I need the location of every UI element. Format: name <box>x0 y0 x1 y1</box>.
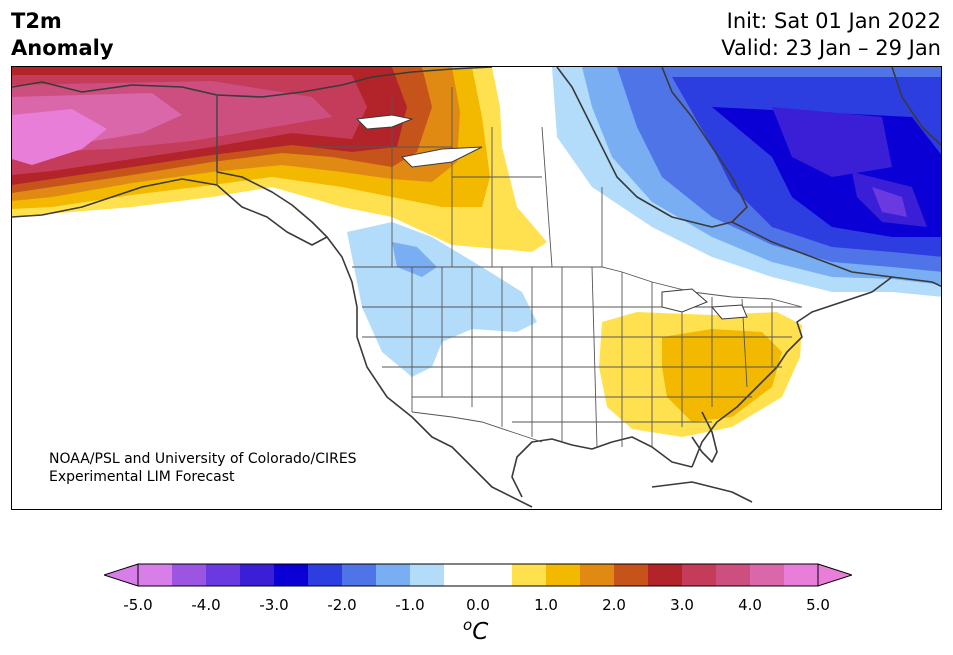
colorbar-cell <box>240 564 275 586</box>
colorbar-tick-label: 0.0 <box>466 596 490 614</box>
colorbar-cell <box>512 564 547 586</box>
credit-line-1: NOAA/PSL and University of Colorado/CIRE… <box>49 451 357 467</box>
colorbar-cell <box>444 564 479 586</box>
colorbar-tick-label: -2.0 <box>327 596 357 614</box>
anomaly-map-svg <box>12 67 941 508</box>
colorbar-tick-label: -3.0 <box>259 596 289 614</box>
colorbar-cell <box>580 564 615 586</box>
colorbar-cell <box>206 564 241 586</box>
forecast-dates: Init: Sat 01 Jan 2022 Valid: 23 Jan – 29… <box>721 8 941 62</box>
colorbar-cells <box>138 564 819 586</box>
colorbar-cell <box>546 564 581 586</box>
cold-anomaly-northeast <box>552 67 941 297</box>
colorbar-unit: oC <box>463 616 488 645</box>
colorbar-cell <box>342 564 377 586</box>
title-line-2: Anomaly <box>11 36 114 60</box>
colorbar-right-extend <box>817 563 852 587</box>
colorbar-cell <box>784 564 819 586</box>
colorbar-cell <box>172 564 207 586</box>
init-date: Init: Sat 01 Jan 2022 <box>726 9 941 33</box>
colorbar-tick-label: -5.0 <box>123 596 153 614</box>
colorbar-cell <box>410 564 445 586</box>
title-line-1: T2m <box>11 9 62 33</box>
colorbar <box>104 563 852 587</box>
unit-degree: o <box>463 616 473 634</box>
political-borders <box>216 87 803 448</box>
colorbar-cell <box>478 564 513 586</box>
colorbar-tick-label: -4.0 <box>191 596 221 614</box>
colorbar-cell <box>138 564 173 586</box>
warm-anomaly-northwest <box>12 67 547 252</box>
credit-text: NOAA/PSL and University of Colorado/CIRE… <box>49 450 357 486</box>
colorbar-cell <box>614 564 649 586</box>
colorbar-tick-label: 3.0 <box>670 596 694 614</box>
colorbar-tick-label: 5.0 <box>806 596 830 614</box>
colorbar-cell <box>274 564 309 586</box>
colorbar-tick-label: 4.0 <box>738 596 762 614</box>
colorbar-cell <box>750 564 785 586</box>
colorbar-tick-label: -1.0 <box>395 596 425 614</box>
map-title: T2m Anomaly <box>11 8 114 62</box>
colorbar-outline <box>137 563 819 587</box>
credit-line-2: Experimental LIM Forecast <box>49 469 235 485</box>
colorbar-cell <box>682 564 717 586</box>
warm-anomaly-southeast <box>599 312 802 437</box>
coastlines <box>12 67 941 508</box>
valid-date: Valid: 23 Jan – 29 Jan <box>721 36 941 60</box>
unit-letter: C <box>472 619 489 645</box>
colorbar-tick-label: 1.0 <box>534 596 558 614</box>
colorbar-cell <box>376 564 411 586</box>
colorbar-cell <box>308 564 343 586</box>
colorbar-tick-label: 2.0 <box>602 596 626 614</box>
colorbar-tick-labels: -5.0 -4.0 -3.0 -2.0 -1.0 0.0 1.0 2.0 3.0 4.0 5.0 <box>0 596 953 616</box>
colorbar-cell <box>648 564 683 586</box>
colorbar-left-extend <box>104 563 139 587</box>
anomaly-map <box>11 66 942 510</box>
great-lakes <box>355 114 748 320</box>
colorbar-cell <box>716 564 751 586</box>
